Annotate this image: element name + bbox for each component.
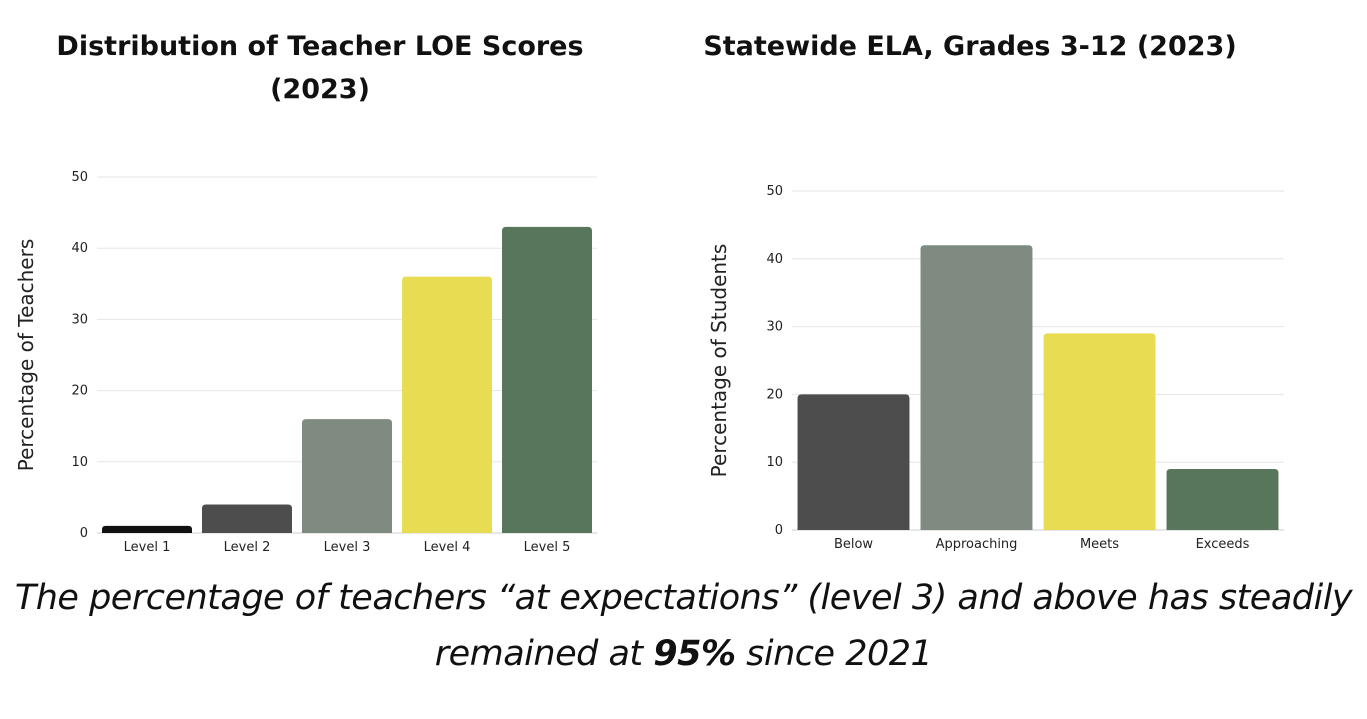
y-tick-label: 30 <box>766 320 783 335</box>
x-tick-label: Level 3 <box>324 540 371 555</box>
bar-level-4 <box>402 276 492 533</box>
bar-exceeds <box>1166 468 1279 530</box>
x-tick-label: Exceeds <box>1196 537 1250 552</box>
x-tick-label: Level 5 <box>524 540 571 555</box>
x-tick-label: Level 4 <box>424 540 471 555</box>
bar-level-1 <box>102 525 192 533</box>
right-chart-title: Statewide ELA, Grades 3-12 (2023) <box>703 31 1237 62</box>
x-tick-label: Level 2 <box>224 540 271 555</box>
y-tick-label: 40 <box>766 252 783 267</box>
y-tick-label: 0 <box>80 526 88 541</box>
x-tick-label: Meets <box>1080 537 1119 552</box>
bar-below <box>797 394 910 530</box>
bar-approaching <box>920 245 1033 531</box>
y-axis-label: Percentage of Teachers <box>14 239 38 472</box>
y-tick-label: 50 <box>71 170 88 185</box>
y-tick-label: 10 <box>766 455 783 470</box>
caption-emphasis: 95% <box>653 634 736 674</box>
y-tick-label: 20 <box>71 384 88 399</box>
bar-level-2 <box>202 504 292 533</box>
bar-level-5 <box>502 226 592 533</box>
caption-text-after: since 2021 <box>735 634 933 674</box>
caption: The percentage of teachers “at expectati… <box>0 570 1367 682</box>
y-axis-label: Percentage of Students <box>707 244 731 478</box>
x-tick-label: Below <box>834 537 873 552</box>
y-tick-label: 40 <box>71 241 88 256</box>
bar-meets <box>1043 333 1156 530</box>
x-tick-label: Approaching <box>936 537 1018 552</box>
x-tick-label: Level 1 <box>124 540 171 555</box>
y-tick-label: 10 <box>71 455 88 470</box>
y-tick-label: 50 <box>766 184 783 199</box>
y-tick-label: 0 <box>775 523 783 538</box>
y-tick-label: 30 <box>71 312 88 327</box>
bar-level-3 <box>302 419 392 533</box>
y-tick-label: 20 <box>766 387 783 402</box>
left-chart-title: Distribution of Teacher LOE Scores (2023… <box>56 31 584 105</box>
caption-text-before: The percentage of teachers “at expectati… <box>14 578 1353 674</box>
